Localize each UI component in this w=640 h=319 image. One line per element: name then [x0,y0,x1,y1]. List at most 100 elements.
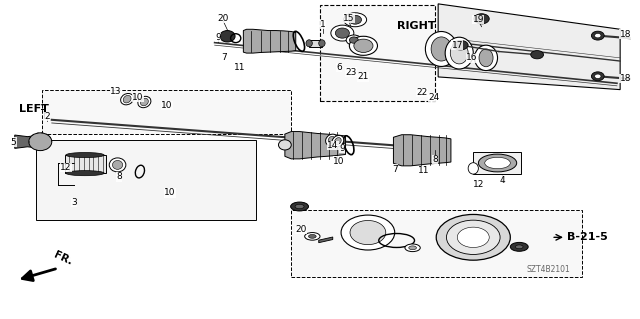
Text: 21: 21 [357,72,369,81]
Ellipse shape [354,39,373,52]
Circle shape [291,202,308,211]
Ellipse shape [349,37,358,43]
Polygon shape [394,135,451,166]
Text: 7: 7 [221,53,227,62]
Text: 1: 1 [320,20,326,29]
Ellipse shape [591,72,604,81]
Ellipse shape [344,13,367,27]
Text: LEFT: LEFT [19,104,49,114]
Ellipse shape [350,220,386,245]
Ellipse shape [113,160,123,169]
Ellipse shape [531,50,543,59]
Text: 12: 12 [473,181,484,189]
Circle shape [510,242,528,251]
Text: 12: 12 [60,163,72,172]
Ellipse shape [66,152,104,158]
Bar [291,210,582,277]
Text: 11: 11 [418,166,429,175]
Text: B-21-5: B-21-5 [567,232,608,242]
Ellipse shape [278,140,291,150]
Text: 18: 18 [620,30,631,39]
Bar [42,90,291,134]
Ellipse shape [328,136,335,143]
Ellipse shape [451,42,468,64]
Text: 15: 15 [343,14,355,23]
Bar [309,40,322,47]
Circle shape [295,204,304,209]
Ellipse shape [120,93,134,105]
Ellipse shape [595,33,601,38]
Ellipse shape [468,163,478,174]
Text: 10: 10 [333,157,345,166]
Text: 10: 10 [164,188,175,197]
Text: 5: 5 [11,137,17,146]
Ellipse shape [123,95,131,103]
Text: 14: 14 [327,141,339,150]
Text: 9: 9 [215,33,221,42]
Text: 16: 16 [466,53,477,62]
Ellipse shape [331,25,354,41]
Ellipse shape [319,40,325,47]
Ellipse shape [479,49,493,67]
Bar [36,140,256,220]
Text: 4: 4 [499,176,505,185]
Polygon shape [319,237,333,243]
Text: 6: 6 [336,63,342,72]
Text: 18: 18 [620,74,631,83]
Text: 9: 9 [339,144,345,153]
Ellipse shape [591,31,604,40]
Polygon shape [15,135,36,148]
Ellipse shape [138,96,151,108]
Polygon shape [285,131,346,159]
Ellipse shape [306,40,312,47]
Ellipse shape [29,133,52,151]
Text: 20: 20 [295,225,307,234]
Ellipse shape [109,158,126,172]
Ellipse shape [595,74,601,78]
Ellipse shape [66,171,104,176]
Ellipse shape [458,227,489,248]
Ellipse shape [431,37,452,61]
Ellipse shape [332,135,344,147]
Text: 10: 10 [132,93,144,102]
Polygon shape [243,29,296,53]
Text: 8: 8 [116,173,122,182]
Circle shape [409,246,417,250]
Text: RIGHT: RIGHT [397,21,435,31]
Ellipse shape [436,214,510,260]
Ellipse shape [474,45,497,70]
Circle shape [305,233,320,240]
Ellipse shape [349,36,378,55]
Ellipse shape [447,220,500,255]
Ellipse shape [346,35,362,45]
Circle shape [405,244,420,252]
Text: 22: 22 [417,88,428,97]
Circle shape [308,234,316,238]
Ellipse shape [484,157,510,169]
Polygon shape [438,4,620,90]
Text: 17: 17 [452,41,463,50]
Text: 20: 20 [217,14,228,23]
Bar [473,152,521,174]
Ellipse shape [335,28,349,38]
Ellipse shape [326,134,337,145]
Circle shape [515,245,523,249]
Ellipse shape [478,154,516,172]
Ellipse shape [140,98,148,106]
Ellipse shape [341,215,395,250]
Text: SZT4B2101: SZT4B2101 [527,264,570,274]
Bar [65,155,106,173]
Text: 2: 2 [44,112,49,121]
Text: 3: 3 [71,198,77,207]
Ellipse shape [426,32,458,66]
Ellipse shape [349,15,362,24]
Text: 11: 11 [234,63,246,72]
Text: 8: 8 [432,155,438,164]
Text: FR.: FR. [52,249,74,267]
Ellipse shape [445,37,473,69]
Bar [320,5,435,101]
Ellipse shape [474,14,489,24]
Text: 24: 24 [428,93,439,102]
Ellipse shape [335,137,341,145]
Text: 19: 19 [472,15,484,24]
